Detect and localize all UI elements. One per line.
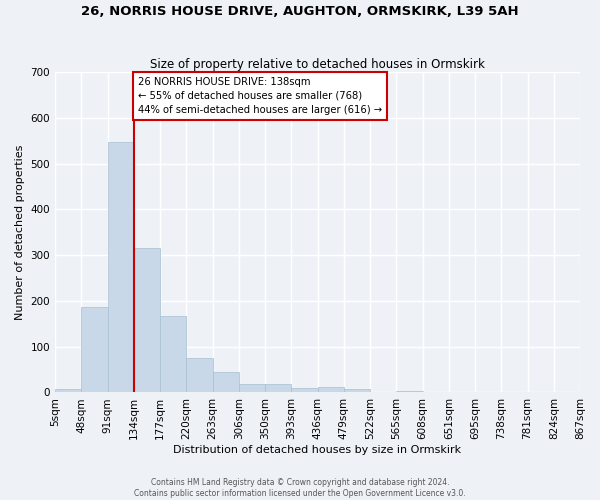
Text: 26, NORRIS HOUSE DRIVE, AUGHTON, ORMSKIRK, L39 5AH: 26, NORRIS HOUSE DRIVE, AUGHTON, ORMSKIR… (81, 5, 519, 18)
Bar (212, 372, 239, 392)
Bar (55, 389, 81, 392)
Title: Size of property relative to detached houses in Ormskirk: Size of property relative to detached ho… (150, 58, 485, 71)
Bar (317, 388, 344, 392)
Y-axis label: Number of detached properties: Number of detached properties (15, 144, 25, 320)
Bar (160, 316, 186, 392)
Bar (396, 390, 422, 392)
Text: Contains HM Land Registry data © Crown copyright and database right 2024.
Contai: Contains HM Land Registry data © Crown c… (134, 478, 466, 498)
X-axis label: Distribution of detached houses by size in Ormskirk: Distribution of detached houses by size … (173, 445, 461, 455)
Text: 26 NORRIS HOUSE DRIVE: 138sqm
← 55% of detached houses are smaller (768)
44% of : 26 NORRIS HOUSE DRIVE: 138sqm ← 55% of d… (138, 76, 382, 114)
Bar (186, 358, 212, 392)
Bar (291, 388, 317, 392)
Bar (265, 384, 291, 392)
Bar (239, 384, 265, 392)
Bar (107, 142, 134, 392)
Bar (134, 248, 160, 392)
Bar (344, 390, 370, 392)
Bar (81, 307, 107, 392)
